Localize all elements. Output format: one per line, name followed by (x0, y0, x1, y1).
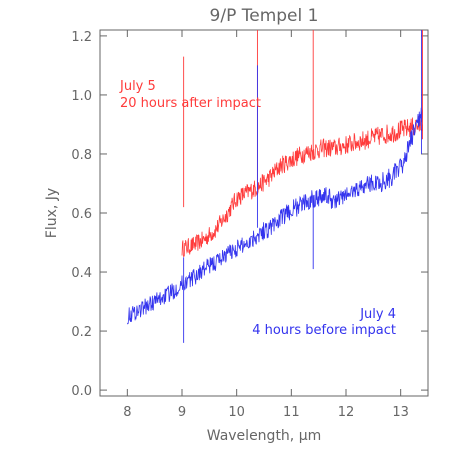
x-tick-label-3: 11 (283, 405, 300, 420)
y-tick-label-6: 1.2 (71, 30, 92, 45)
x-tick-label-2: 10 (228, 405, 245, 420)
annotation-july5-desc: 20 hours after impact (120, 96, 261, 111)
annotation-july5-date: July 5 (119, 79, 156, 94)
series-layer (126, 30, 423, 343)
x-tick-label-4: 12 (338, 405, 355, 420)
chart-title: 9/P Tempel 1 (210, 6, 319, 26)
y-tick-label-4: 0.8 (71, 148, 92, 163)
y-tick-label-5: 1.0 (71, 89, 92, 104)
y-tick-label-3: 0.6 (71, 207, 92, 222)
series-line-0 (181, 115, 423, 258)
y-tick-label-0: 0.0 (71, 384, 92, 399)
x-axis-label: Wavelength, μm (207, 428, 322, 444)
annotation-july4-desc: 4 hours before impact (252, 323, 396, 338)
axis-ticks: 8 9 10 11 12 13 0.0 0.2 0.4 0.6 0.8 1.0 1.2 (71, 30, 428, 420)
x-tick-label-5: 13 (392, 405, 409, 420)
y-tick-label-1: 0.2 (71, 325, 92, 340)
x-tick-label-1: 9 (178, 405, 186, 420)
y-axis-label: Flux, Jy (44, 188, 60, 238)
annotation-july4-date: July 4 (359, 307, 396, 322)
y-tick-label-2: 0.4 (71, 266, 92, 281)
x-tick-label-0: 8 (123, 405, 131, 420)
series-line-1 (126, 107, 423, 325)
